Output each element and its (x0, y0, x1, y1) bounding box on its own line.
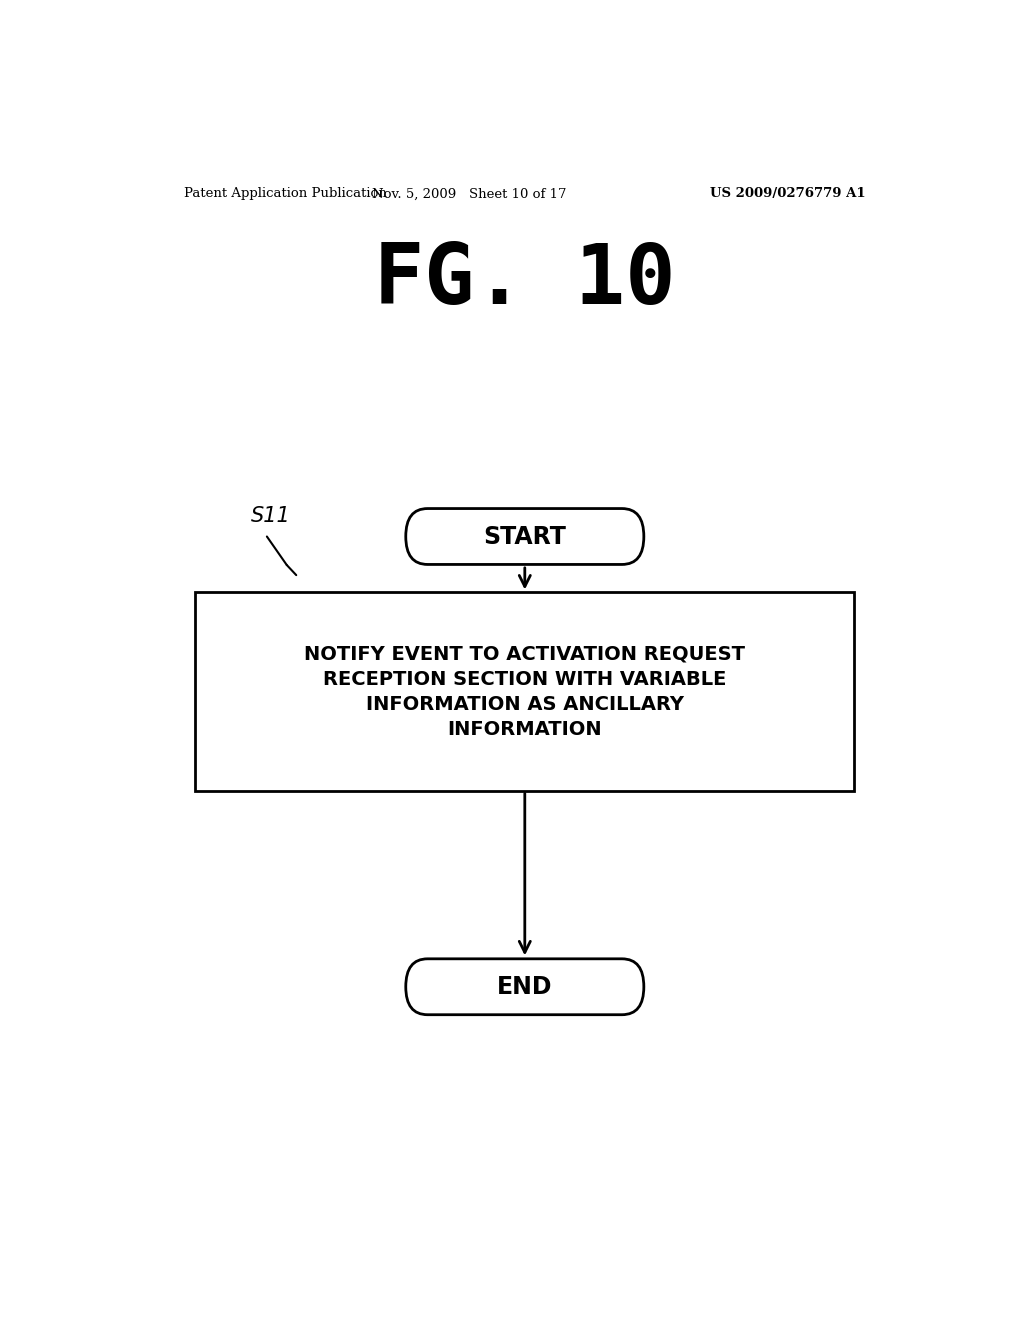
Bar (196, 593, 854, 791)
Text: START: START (483, 524, 566, 549)
Text: END: END (497, 974, 553, 999)
Text: Nov. 5, 2009   Sheet 10 of 17: Nov. 5, 2009 Sheet 10 of 17 (372, 187, 566, 201)
Text: US 2009/0276779 A1: US 2009/0276779 A1 (711, 187, 866, 201)
Text: FG. 10: FG. 10 (374, 240, 676, 321)
FancyBboxPatch shape (406, 508, 644, 565)
FancyBboxPatch shape (406, 958, 644, 1015)
Text: Patent Application Publication: Patent Application Publication (183, 187, 386, 201)
Text: S11: S11 (251, 507, 291, 527)
Text: NOTIFY EVENT TO ACTIVATION REQUEST
RECEPTION SECTION WITH VARIABLE
INFORMATION A: NOTIFY EVENT TO ACTIVATION REQUEST RECEP… (304, 644, 745, 738)
